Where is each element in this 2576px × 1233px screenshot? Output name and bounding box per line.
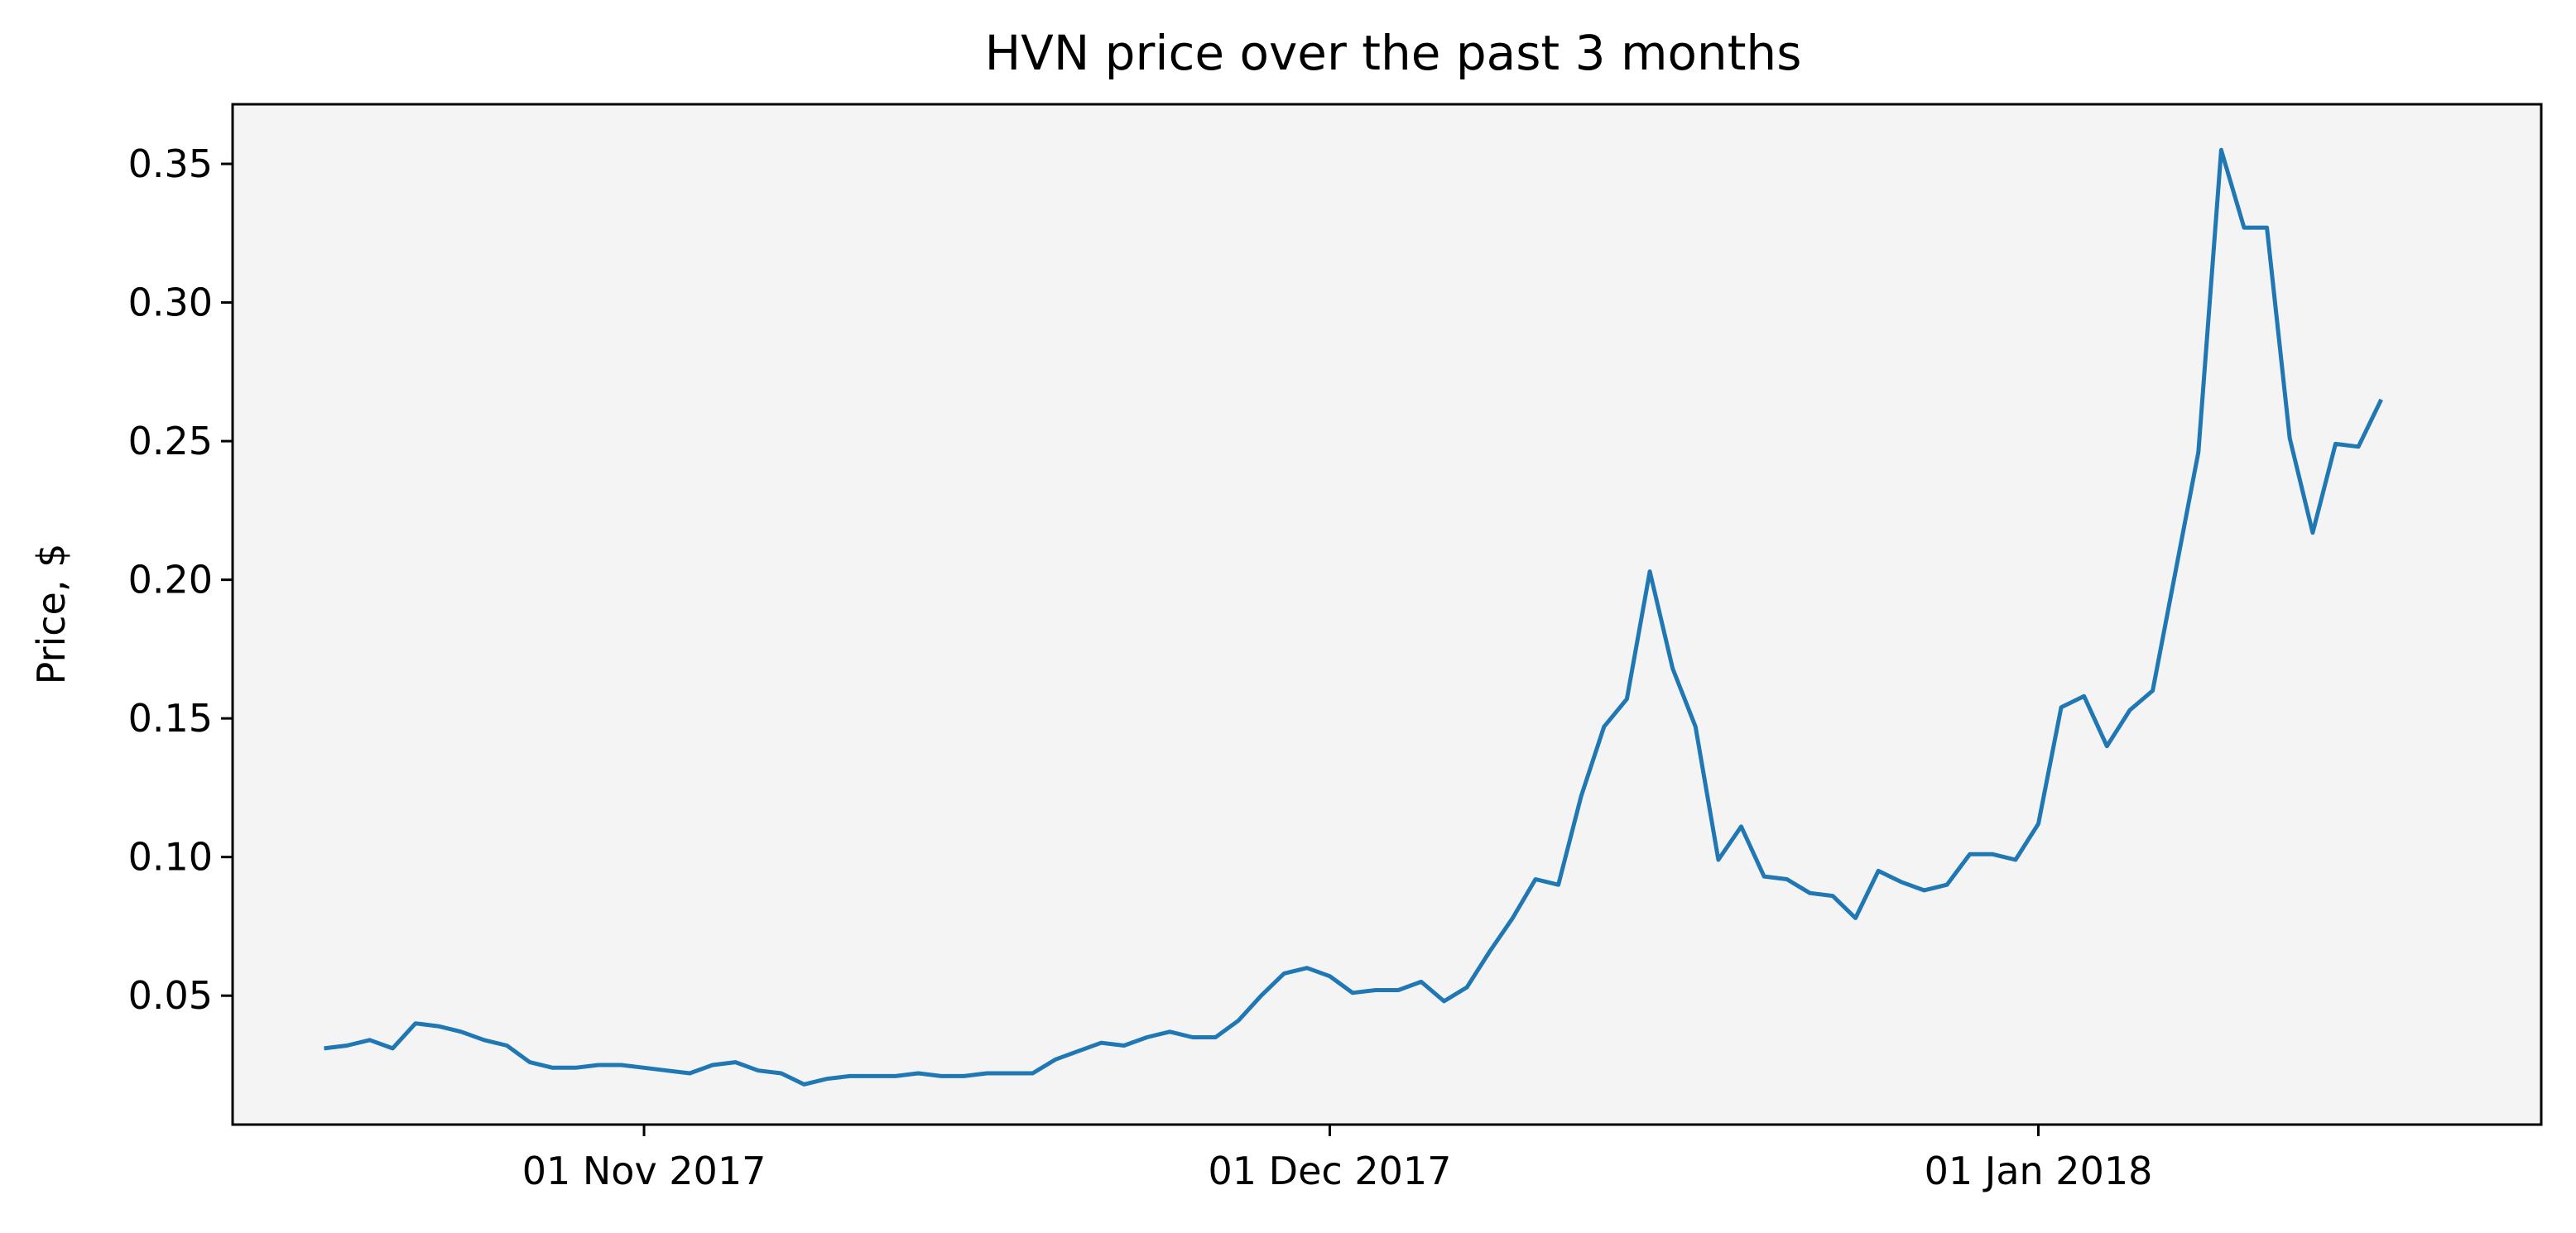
price-line: [324, 147, 2383, 1087]
y-axis-label: Price, $: [29, 544, 74, 685]
plot-frame: [231, 103, 2543, 1126]
chart-title: HVN price over the past 3 months: [985, 25, 1802, 81]
y-tick-label: 0.35: [128, 142, 213, 186]
x-tick-label: 01 Jan 2018: [1925, 1149, 2153, 1193]
y-tick-label: 0.30: [128, 281, 213, 325]
y-tick-label: 0.05: [128, 973, 213, 1018]
x-tick-label: 01 Nov 2017: [522, 1149, 767, 1193]
y-tick-label: 0.10: [128, 835, 213, 880]
y-axis: 0.05 0.10 0.15 0.20 0.25 0.30 0.35: [128, 142, 233, 1018]
plot-area: [233, 104, 2541, 1125]
y-tick-label: 0.25: [128, 419, 213, 463]
series-layer: [324, 147, 2383, 1087]
x-axis: 01 Nov 2017 01 Dec 2017 01 Jan 2018: [522, 1125, 2153, 1193]
x-tick-label: 01 Dec 2017: [1209, 1149, 1452, 1193]
y-tick-label: 0.15: [128, 696, 213, 741]
y-tick-label: 0.20: [128, 558, 213, 602]
